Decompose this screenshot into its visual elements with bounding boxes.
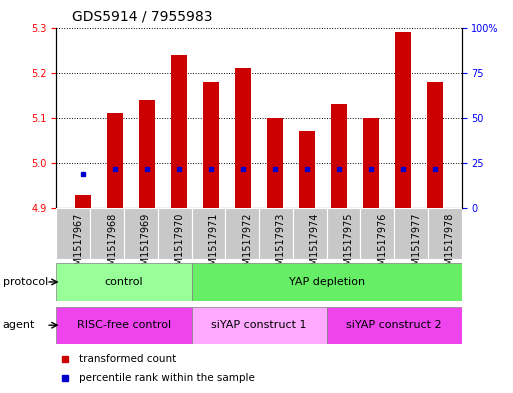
- Text: GSM1517970: GSM1517970: [174, 212, 185, 278]
- Bar: [331, 104, 347, 208]
- Text: GSM1517977: GSM1517977: [411, 212, 421, 278]
- Bar: [90, 208, 124, 259]
- Bar: [427, 82, 443, 208]
- Bar: [259, 208, 293, 259]
- Text: GSM1517976: GSM1517976: [377, 212, 387, 278]
- Bar: [191, 263, 462, 301]
- Bar: [235, 68, 251, 208]
- Text: GSM1517967: GSM1517967: [73, 212, 83, 278]
- Bar: [360, 208, 394, 259]
- Bar: [267, 118, 283, 208]
- Text: transformed count: transformed count: [78, 354, 176, 364]
- Text: GSM1517974: GSM1517974: [310, 212, 320, 278]
- Bar: [107, 113, 123, 208]
- Bar: [191, 208, 225, 259]
- Text: protocol: protocol: [3, 277, 48, 287]
- Text: GSM1517972: GSM1517972: [242, 212, 252, 278]
- Text: GDS5914 / 7955983: GDS5914 / 7955983: [72, 9, 212, 24]
- Text: GSM1517978: GSM1517978: [445, 212, 455, 278]
- Text: GSM1517973: GSM1517973: [276, 212, 286, 278]
- Bar: [139, 100, 155, 208]
- Text: siYAP construct 1: siYAP construct 1: [211, 320, 307, 330]
- Bar: [299, 131, 315, 208]
- Text: agent: agent: [3, 320, 35, 330]
- Text: percentile rank within the sample: percentile rank within the sample: [78, 373, 254, 382]
- Bar: [293, 208, 327, 259]
- Text: GSM1517969: GSM1517969: [141, 212, 151, 277]
- Bar: [56, 307, 191, 344]
- Text: YAP depletion: YAP depletion: [288, 277, 365, 287]
- Bar: [394, 208, 428, 259]
- Bar: [327, 208, 360, 259]
- Bar: [157, 208, 191, 259]
- Bar: [124, 208, 158, 259]
- Bar: [327, 307, 462, 344]
- Text: GSM1517975: GSM1517975: [344, 212, 353, 278]
- Bar: [428, 208, 462, 259]
- Bar: [363, 118, 379, 208]
- Bar: [56, 263, 191, 301]
- Bar: [56, 208, 90, 259]
- Text: siYAP construct 2: siYAP construct 2: [346, 320, 442, 330]
- Bar: [191, 307, 327, 344]
- Bar: [75, 195, 91, 208]
- Bar: [203, 82, 219, 208]
- Text: GSM1517971: GSM1517971: [208, 212, 219, 278]
- Text: RISC-free control: RISC-free control: [77, 320, 171, 330]
- Bar: [171, 55, 187, 208]
- Bar: [225, 208, 259, 259]
- Text: control: control: [105, 277, 143, 287]
- Text: GSM1517968: GSM1517968: [107, 212, 117, 277]
- Bar: [395, 32, 411, 208]
